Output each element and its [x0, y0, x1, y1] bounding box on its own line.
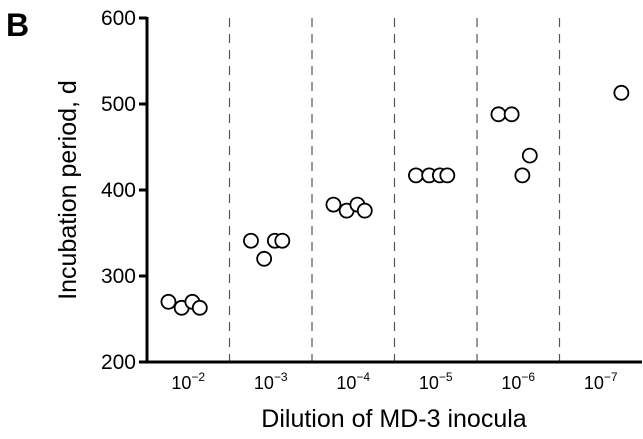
- x-tick-label: 10−3: [254, 370, 288, 393]
- data-point: [503, 106, 520, 123]
- y-tick-label: 400: [101, 179, 136, 202]
- data-point: [256, 250, 273, 267]
- y-tick-label: 600: [101, 7, 136, 30]
- data-point: [514, 167, 531, 184]
- group-separators: [228, 18, 561, 362]
- data-point: [521, 147, 538, 164]
- data-points: [160, 84, 630, 316]
- data-point: [160, 293, 177, 310]
- data-point: [191, 299, 208, 316]
- data-point: [274, 232, 291, 249]
- data-point: [490, 106, 507, 123]
- data-point: [243, 232, 259, 249]
- x-tick-label: 10−5: [419, 370, 453, 393]
- data-point: [325, 196, 342, 213]
- panel-label: B: [6, 7, 29, 43]
- data-point: [613, 84, 630, 101]
- data-point: [439, 167, 456, 184]
- x-tick-label: 10−4: [336, 370, 370, 393]
- y-tick-label: 200: [101, 351, 136, 374]
- x-axis-label: Dilution of MD-3 inocula: [261, 405, 526, 433]
- x-tick-label: 10−2: [171, 370, 205, 393]
- y-tick-label: 300: [101, 265, 136, 288]
- x-tick-label: 10−6: [501, 370, 535, 393]
- y-tick-label: 500: [101, 93, 136, 116]
- x-tick-label: 10−7: [584, 370, 618, 393]
- data-point: [408, 167, 424, 184]
- data-point: [356, 202, 373, 219]
- y-axis-ticks: 200 300 400 500 600: [101, 7, 147, 374]
- axes: [145, 17, 642, 364]
- y-axis-label: Incubation period, d: [54, 80, 82, 300]
- x-axis-ticks: 10−2 10−3 10−4 10−5 10−6 10−7: [171, 370, 618, 393]
